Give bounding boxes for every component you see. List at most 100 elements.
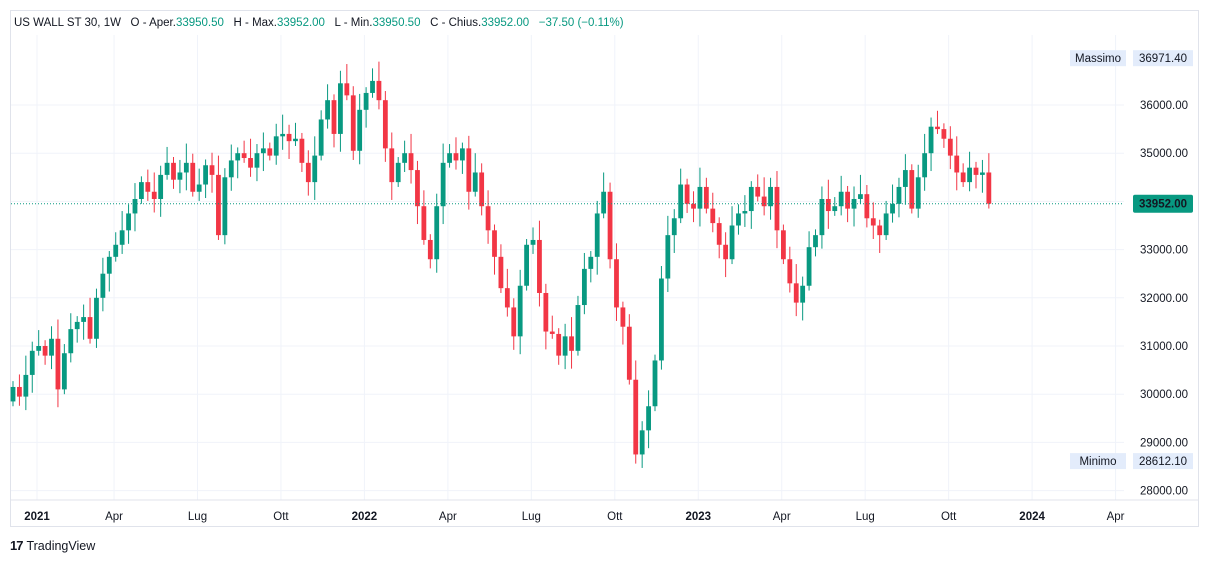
candle-body[interactable]: [260, 148, 266, 154]
candle-body[interactable]: [947, 138, 953, 156]
candle-body[interactable]: [800, 285, 806, 303]
candle-body[interactable]: [729, 225, 735, 260]
candle-body[interactable]: [986, 172, 992, 204]
candle-body[interactable]: [357, 109, 363, 151]
candle-body[interactable]: [498, 256, 504, 289]
candle-body[interactable]: [530, 239, 536, 245]
candle-body[interactable]: [248, 158, 253, 168]
candle-body[interactable]: [716, 223, 722, 245]
candle-body[interactable]: [415, 170, 420, 207]
candle-body[interactable]: [36, 346, 42, 351]
candle-body[interactable]: [896, 186, 902, 204]
candle-body[interactable]: [203, 165, 208, 185]
candle-body[interactable]: [819, 198, 825, 236]
candle-body[interactable]: [787, 259, 793, 284]
candle-body[interactable]: [742, 211, 748, 214]
candle-body[interactable]: [479, 172, 485, 207]
candle-body[interactable]: [183, 162, 189, 173]
candle-body[interactable]: [132, 198, 138, 214]
candle-body[interactable]: [909, 170, 915, 209]
candle-body[interactable]: [395, 162, 401, 183]
candle-body[interactable]: [280, 133, 286, 137]
candle-body[interactable]: [639, 430, 645, 455]
candle-body[interactable]: [626, 326, 632, 380]
candle-body[interactable]: [273, 136, 279, 156]
candle-body[interactable]: [703, 186, 709, 209]
candle-body[interactable]: [845, 191, 850, 209]
candle-body[interactable]: [222, 177, 228, 236]
candle-body[interactable]: [241, 153, 247, 159]
candle-body[interactable]: [216, 174, 221, 236]
candle-body[interactable]: [286, 133, 292, 142]
candle-body[interactable]: [877, 225, 883, 236]
candle-body[interactable]: [556, 333, 562, 356]
candle-body[interactable]: [678, 184, 684, 219]
candle-body[interactable]: [370, 80, 375, 93]
candle-body[interactable]: [806, 247, 812, 286]
candle-body[interactable]: [980, 172, 985, 175]
candle-body[interactable]: [581, 268, 587, 306]
tradingview-logo[interactable]: 17 TradingView: [10, 538, 95, 553]
candle-body[interactable]: [569, 336, 574, 351]
candle-body[interactable]: [196, 184, 202, 192]
candle-body[interactable]: [17, 386, 22, 397]
candle-body[interactable]: [973, 167, 979, 175]
candle-body[interactable]: [228, 160, 234, 178]
candle-body[interactable]: [652, 360, 658, 407]
candle-body[interactable]: [941, 129, 947, 139]
candle-body[interactable]: [94, 297, 99, 339]
candle-body[interactable]: [49, 338, 54, 356]
candle-body[interactable]: [838, 191, 844, 207]
candle-body[interactable]: [594, 213, 600, 257]
candle-body[interactable]: [537, 239, 542, 293]
candle-body[interactable]: [858, 194, 863, 199]
candle-body[interactable]: [723, 244, 729, 260]
candle-body[interactable]: [832, 206, 838, 212]
candle-body[interactable]: [42, 346, 48, 356]
candle-body[interactable]: [954, 155, 960, 173]
candle-body[interactable]: [23, 374, 29, 397]
candle-body[interactable]: [935, 126, 940, 130]
candle-body[interactable]: [883, 213, 889, 236]
candle-body[interactable]: [864, 194, 870, 219]
candle-body[interactable]: [344, 83, 350, 96]
candle-body[interactable]: [890, 203, 895, 214]
candle-body[interactable]: [562, 336, 568, 356]
candle-body[interactable]: [671, 218, 677, 236]
candle-body[interactable]: [376, 80, 382, 101]
candle-body[interactable]: [813, 235, 818, 248]
candle-body[interactable]: [466, 148, 472, 192]
candle-body[interactable]: [29, 350, 35, 375]
candle-body[interactable]: [614, 259, 619, 308]
candle-body[interactable]: [299, 138, 305, 163]
candle-body[interactable]: [325, 100, 330, 120]
candle-body[interactable]: [870, 218, 876, 226]
candle-body[interactable]: [504, 288, 510, 308]
candle-body[interactable]: [665, 235, 671, 279]
candle-body[interactable]: [607, 191, 613, 260]
candle-body[interactable]: [171, 162, 176, 180]
candle-body[interactable]: [588, 256, 594, 269]
candle-body[interactable]: [158, 174, 164, 199]
candle-body[interactable]: [460, 148, 465, 161]
candle-body[interactable]: [10, 386, 16, 402]
candle-body[interactable]: [106, 256, 112, 274]
candle-body[interactable]: [902, 170, 908, 187]
candle-body[interactable]: [126, 213, 131, 231]
candle-body[interactable]: [421, 206, 427, 240]
candle-body[interactable]: [254, 153, 260, 168]
candle-body[interactable]: [434, 206, 440, 260]
candle-body[interactable]: [633, 379, 639, 455]
candle-body[interactable]: [736, 213, 741, 226]
candle-body[interactable]: [774, 186, 780, 231]
candle-body[interactable]: [164, 162, 170, 175]
candle-body[interactable]: [524, 244, 529, 286]
candle-body[interactable]: [151, 191, 157, 199]
candle-body[interactable]: [517, 285, 523, 337]
candle-body[interactable]: [119, 230, 125, 245]
candle-body[interactable]: [408, 153, 414, 171]
candle-body[interactable]: [697, 186, 703, 209]
candle-body[interactable]: [209, 165, 215, 175]
candle-body[interactable]: [293, 138, 298, 142]
